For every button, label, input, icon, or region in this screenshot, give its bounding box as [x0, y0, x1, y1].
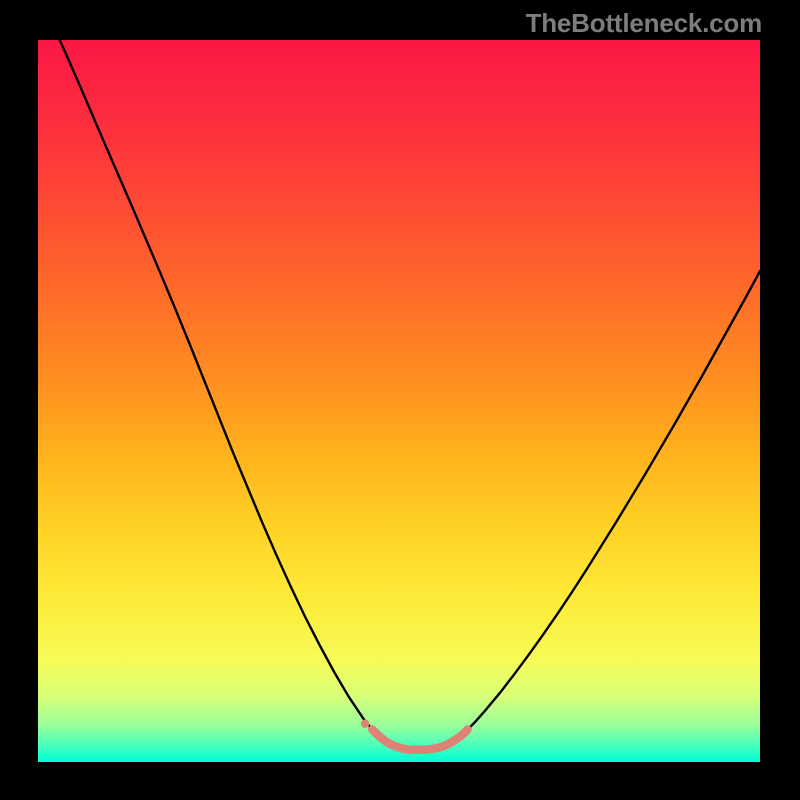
chart-frame: TheBottleneck.com	[0, 0, 800, 800]
watermark-text: TheBottleneck.com	[526, 8, 762, 39]
plot-area	[38, 40, 760, 762]
chart-svg	[38, 40, 760, 762]
highlight-dot	[361, 720, 369, 728]
gradient-background	[38, 40, 760, 762]
